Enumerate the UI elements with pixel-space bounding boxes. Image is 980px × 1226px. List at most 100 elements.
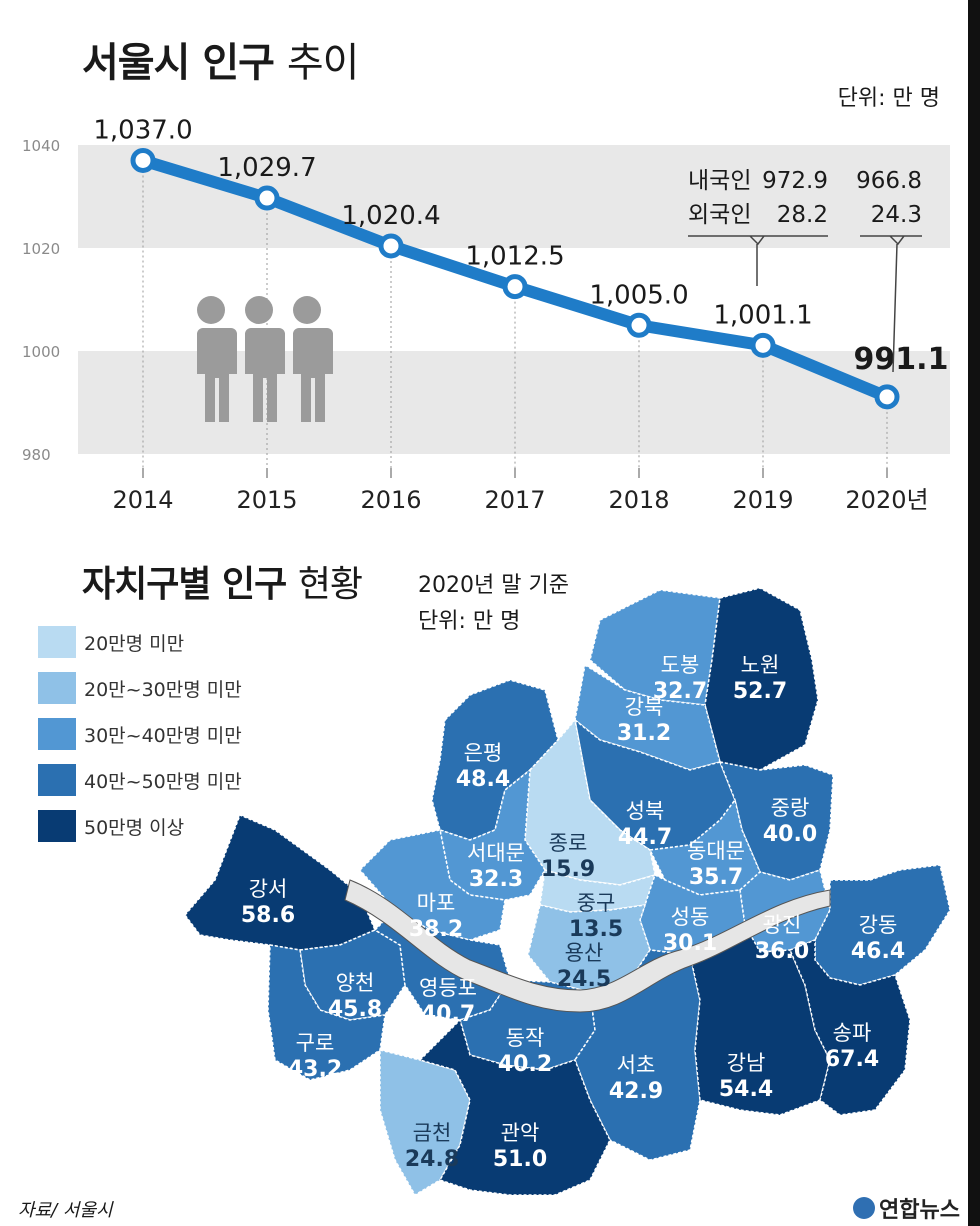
district-region [704, 587, 819, 771]
map-unit: 단위: 만 명 [418, 609, 521, 634]
x-tick-label: 2020년 [845, 486, 928, 514]
x-tick-labels: 2014 2015 2016 2017 2018 2019 2020년 [112, 486, 928, 514]
data-point [378, 233, 404, 259]
district-value: 58.6 [241, 903, 295, 928]
district-name: 송파 [833, 1021, 872, 1045]
y-tick-label: 1040 [22, 137, 60, 155]
district-value: 67.4 [825, 1047, 879, 1072]
x-tick-label: 2018 [608, 486, 669, 514]
publisher-logo: 연합뉴스 [853, 1192, 960, 1224]
district-region [527, 904, 651, 993]
data-point [874, 384, 900, 410]
legend-swatch [38, 718, 76, 750]
district-region [267, 944, 386, 1081]
district-name: 금천 [413, 1121, 452, 1145]
breakdown-value: 28.2 [777, 202, 828, 228]
data-label: 991.1 [854, 342, 949, 377]
district-name: 양천 [336, 971, 375, 995]
legend-item: 20만~30만명 미만 [38, 672, 242, 704]
legend-label: 40만~50만명 미만 [84, 770, 242, 793]
district-value: 24.8 [405, 1147, 459, 1172]
district-name: 성북 [626, 799, 665, 823]
title2-bold: 자치구별 인구 [82, 564, 287, 605]
title-bold: 서울시 인구 [82, 40, 275, 86]
logo-text: 연합뉴스 [879, 1198, 960, 1223]
district-name: 강동 [859, 913, 898, 937]
legend-item: 20만명 미만 [38, 626, 242, 658]
district-name: 종로 [549, 831, 588, 855]
district-value: 46.4 [851, 939, 905, 964]
legend-swatch [38, 810, 76, 842]
unit-label: 단위: 만 명 [837, 86, 940, 111]
district-value: 40.2 [498, 1052, 552, 1077]
district-value: 45.8 [328, 997, 382, 1022]
legend-label: 20만명 미만 [84, 632, 185, 655]
breakdown-label: 내국인 [688, 168, 751, 194]
han-river [344, 879, 831, 1013]
district-value: 42.9 [609, 1079, 663, 1104]
right-edge-border [968, 0, 980, 1226]
title2-light: 현황 [297, 564, 363, 605]
breakdown-value: 24.3 [871, 202, 922, 228]
district-value: 15.9 [541, 857, 595, 882]
district-value: 38.2 [409, 917, 463, 942]
population-series: 1,037.0 1,029.7 1,020.4 1,012.5 1,005.0 1,001… [93, 115, 949, 410]
district-name: 중구 [577, 891, 616, 915]
district-name: 마포 [417, 891, 456, 915]
x-tick-label: 2015 [236, 486, 297, 514]
district-name: 강서 [249, 877, 288, 901]
district-value: 51.0 [493, 1147, 547, 1172]
data-point [130, 147, 156, 173]
breakdown-callout [860, 235, 922, 373]
legend-item: 50만명 이상 [38, 810, 242, 842]
x-tick-label: 2019 [732, 486, 793, 514]
district-region [789, 938, 911, 1116]
line-chart-title: 서울시 인구 추이 [82, 30, 359, 88]
legend-label: 20만~30만명 미만 [84, 678, 242, 701]
breakdown-callout [688, 235, 828, 286]
map-title: 자치구별 인구 현황 [82, 555, 363, 607]
district-name: 동작 [506, 1026, 545, 1050]
data-point [750, 332, 776, 358]
district-value: 48.4 [456, 767, 510, 792]
district-name: 강남 [727, 1051, 766, 1075]
people-icon [191, 296, 333, 422]
district-name: 서초 [617, 1053, 656, 1077]
data-point [254, 185, 280, 211]
district-value: 52.7 [733, 679, 787, 704]
district-name: 관악 [501, 1121, 540, 1145]
district-name: 용산 [565, 941, 604, 965]
district-name: 서대문 [467, 841, 525, 865]
district-value: 40.7 [421, 1002, 475, 1027]
district-value: 44.7 [618, 825, 672, 850]
district-value: 30.1 [663, 931, 717, 956]
district-value: 40.0 [763, 822, 817, 847]
legend-label: 50만명 이상 [84, 816, 185, 839]
district-value: 36.0 [755, 939, 809, 964]
source-credit: 자료/ 서울시 [18, 1200, 113, 1221]
y-tick-label: 1000 [22, 343, 60, 361]
data-label: 1,020.4 [341, 201, 440, 231]
category-guide-lines [142, 160, 888, 478]
y-tick-labels: 1040 1020 1000 980 [22, 137, 60, 464]
legend-swatch [38, 764, 76, 796]
district-value: 13.5 [569, 917, 623, 942]
district-name: 강북 [625, 695, 664, 719]
grid-band [78, 145, 950, 248]
x-tick-label: 2014 [112, 486, 173, 514]
breakdown-label: 외국인 [688, 202, 751, 228]
district-name: 성동 [671, 905, 710, 929]
district-region [574, 663, 721, 771]
district-value: 24.5 [557, 967, 611, 992]
district-name: 노원 [741, 653, 780, 677]
basis-date: 2020년 말 기준 [418, 573, 569, 598]
data-label: 1,029.7 [217, 153, 316, 183]
data-label: 1,001.1 [713, 300, 812, 330]
district-region [418, 1018, 611, 1196]
district-value: 32.3 [469, 867, 523, 892]
legend-swatch [38, 626, 76, 658]
district-value: 31.2 [617, 721, 671, 746]
